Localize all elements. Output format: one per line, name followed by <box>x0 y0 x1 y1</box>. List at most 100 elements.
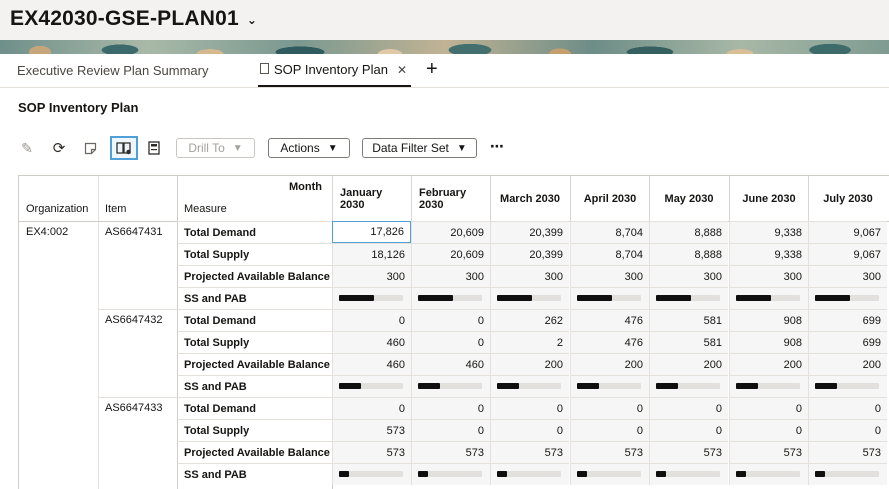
month-column-header[interactable]: January 2030 <box>332 176 411 221</box>
ss-pab-bar-cell[interactable] <box>490 463 569 485</box>
app-title-switcher[interactable]: EX42030-GSE-PLAN01 ⌄ <box>10 7 257 31</box>
data-cell[interactable]: 200 <box>729 353 808 375</box>
data-cell[interactable]: 0 <box>729 397 808 419</box>
data-cell[interactable]: 581 <box>649 309 728 331</box>
data-cell[interactable]: 300 <box>649 265 728 287</box>
data-cell[interactable]: 18,126 <box>332 243 411 265</box>
data-cell[interactable]: 300 <box>332 265 411 287</box>
data-cell[interactable]: 573 <box>729 441 808 463</box>
calculator-icon[interactable] <box>144 138 164 158</box>
data-cell[interactable]: 908 <box>729 331 808 353</box>
data-cell[interactable]: 300 <box>808 265 887 287</box>
data-cell[interactable]: 476 <box>570 309 649 331</box>
data-cell[interactable]: 20,399 <box>490 221 569 243</box>
more-icon[interactable]: ⋯ <box>490 138 505 154</box>
data-cell[interactable]: 8,704 <box>570 221 649 243</box>
ss-pab-bar-cell[interactable] <box>332 375 411 397</box>
data-cell[interactable]: 573 <box>570 441 649 463</box>
data-cell[interactable]: 699 <box>808 309 887 331</box>
data-cell[interactable]: 0 <box>649 419 728 441</box>
data-cell[interactable]: 573 <box>332 419 411 441</box>
refresh-icon[interactable]: ⟳ <box>52 140 66 157</box>
data-cell[interactable]: 0 <box>411 419 490 441</box>
month-column-header[interactable]: July 2030 <box>808 176 887 221</box>
data-cell[interactable]: 200 <box>490 353 569 375</box>
data-cell[interactable]: 8,704 <box>570 243 649 265</box>
data-cell[interactable]: 0 <box>411 331 490 353</box>
data-cell[interactable]: 0 <box>570 397 649 419</box>
data-cell[interactable]: 460 <box>332 353 411 375</box>
data-cell[interactable]: 0 <box>332 309 411 331</box>
data-cell[interactable]: 0 <box>649 397 728 419</box>
data-cell[interactable]: 9,338 <box>729 221 808 243</box>
data-cell[interactable]: 573 <box>490 441 569 463</box>
ss-pab-bar-cell[interactable] <box>649 287 728 309</box>
ss-pab-bar-cell[interactable] <box>570 287 649 309</box>
data-cell[interactable]: 262 <box>490 309 569 331</box>
data-cell[interactable]: 9,338 <box>729 243 808 265</box>
month-column-header[interactable]: April 2030 <box>570 176 649 221</box>
data-cell[interactable]: 699 <box>808 331 887 353</box>
data-cell[interactable]: 460 <box>332 331 411 353</box>
data-cell[interactable]: 573 <box>411 441 490 463</box>
data-cell[interactable]: 20,609 <box>411 221 490 243</box>
note-icon[interactable] <box>80 138 100 158</box>
data-cell[interactable]: 8,888 <box>649 243 728 265</box>
data-cell[interactable]: 300 <box>570 265 649 287</box>
close-icon[interactable]: ✕ <box>396 62 407 77</box>
data-cell[interactable]: 17,826 <box>332 221 411 243</box>
data-cell[interactable]: 0 <box>490 397 569 419</box>
ss-pab-bar-cell[interactable] <box>490 287 569 309</box>
data-filter-set-button[interactable]: Data Filter Set ▼ <box>362 138 477 158</box>
data-cell[interactable]: 0 <box>411 397 490 419</box>
data-cell[interactable]: 300 <box>729 265 808 287</box>
data-cell[interactable]: 573 <box>649 441 728 463</box>
data-cell[interactable]: 8,888 <box>649 221 728 243</box>
ss-pab-bar-cell[interactable] <box>649 463 728 485</box>
data-cell[interactable]: 0 <box>570 419 649 441</box>
data-cell[interactable]: 0 <box>411 309 490 331</box>
ss-pab-bar-cell[interactable] <box>570 463 649 485</box>
data-cell[interactable]: 573 <box>332 441 411 463</box>
ss-pab-bar-cell[interactable] <box>411 463 490 485</box>
ss-pab-bar-cell[interactable] <box>729 463 808 485</box>
data-cell[interactable]: 908 <box>729 309 808 331</box>
ss-pab-bar-cell[interactable] <box>332 287 411 309</box>
data-cell[interactable]: 20,399 <box>490 243 569 265</box>
pencil-icon[interactable]: ✎ <box>21 139 33 156</box>
tab-sop-inventory-plan[interactable]: SOP Inventory Plan ✕ <box>258 54 411 87</box>
ss-pab-bar-cell[interactable] <box>411 287 490 309</box>
ss-pab-bar-cell[interactable] <box>332 463 411 485</box>
ss-pab-bar-cell[interactable] <box>808 287 887 309</box>
data-cell[interactable]: 0 <box>729 419 808 441</box>
data-cell[interactable]: 200 <box>570 353 649 375</box>
ss-pab-bar-cell[interactable] <box>729 375 808 397</box>
month-column-header[interactable]: June 2030 <box>729 176 808 221</box>
book-icon[interactable] <box>110 136 138 160</box>
data-cell[interactable]: 581 <box>649 331 728 353</box>
data-cell[interactable]: 2 <box>490 331 569 353</box>
ss-pab-bar-cell[interactable] <box>649 375 728 397</box>
data-cell[interactable]: 300 <box>490 265 569 287</box>
tab-executive-review[interactable]: Executive Review Plan Summary <box>17 54 208 87</box>
data-cell[interactable]: 0 <box>332 397 411 419</box>
data-cell[interactable]: 200 <box>808 353 887 375</box>
month-column-header[interactable]: May 2030 <box>649 176 728 221</box>
add-tab-icon[interactable]: + <box>426 58 438 80</box>
ss-pab-bar-cell[interactable] <box>411 375 490 397</box>
data-cell[interactable]: 0 <box>808 419 887 441</box>
month-column-header[interactable]: March 2030 <box>490 176 569 221</box>
data-cell[interactable]: 9,067 <box>808 221 887 243</box>
data-cell[interactable]: 0 <box>490 419 569 441</box>
data-cell[interactable]: 20,609 <box>411 243 490 265</box>
ss-pab-bar-cell[interactable] <box>729 287 808 309</box>
data-cell[interactable]: 9,067 <box>808 243 887 265</box>
month-column-header[interactable]: February 2030 <box>411 176 490 221</box>
ss-pab-bar-cell[interactable] <box>490 375 569 397</box>
data-cell[interactable]: 200 <box>649 353 728 375</box>
ss-pab-bar-cell[interactable] <box>570 375 649 397</box>
actions-button[interactable]: Actions ▼ <box>268 138 350 158</box>
drill-to-button[interactable]: Drill To ▼ <box>176 138 255 158</box>
data-cell[interactable]: 300 <box>411 265 490 287</box>
ss-pab-bar-cell[interactable] <box>808 463 887 485</box>
